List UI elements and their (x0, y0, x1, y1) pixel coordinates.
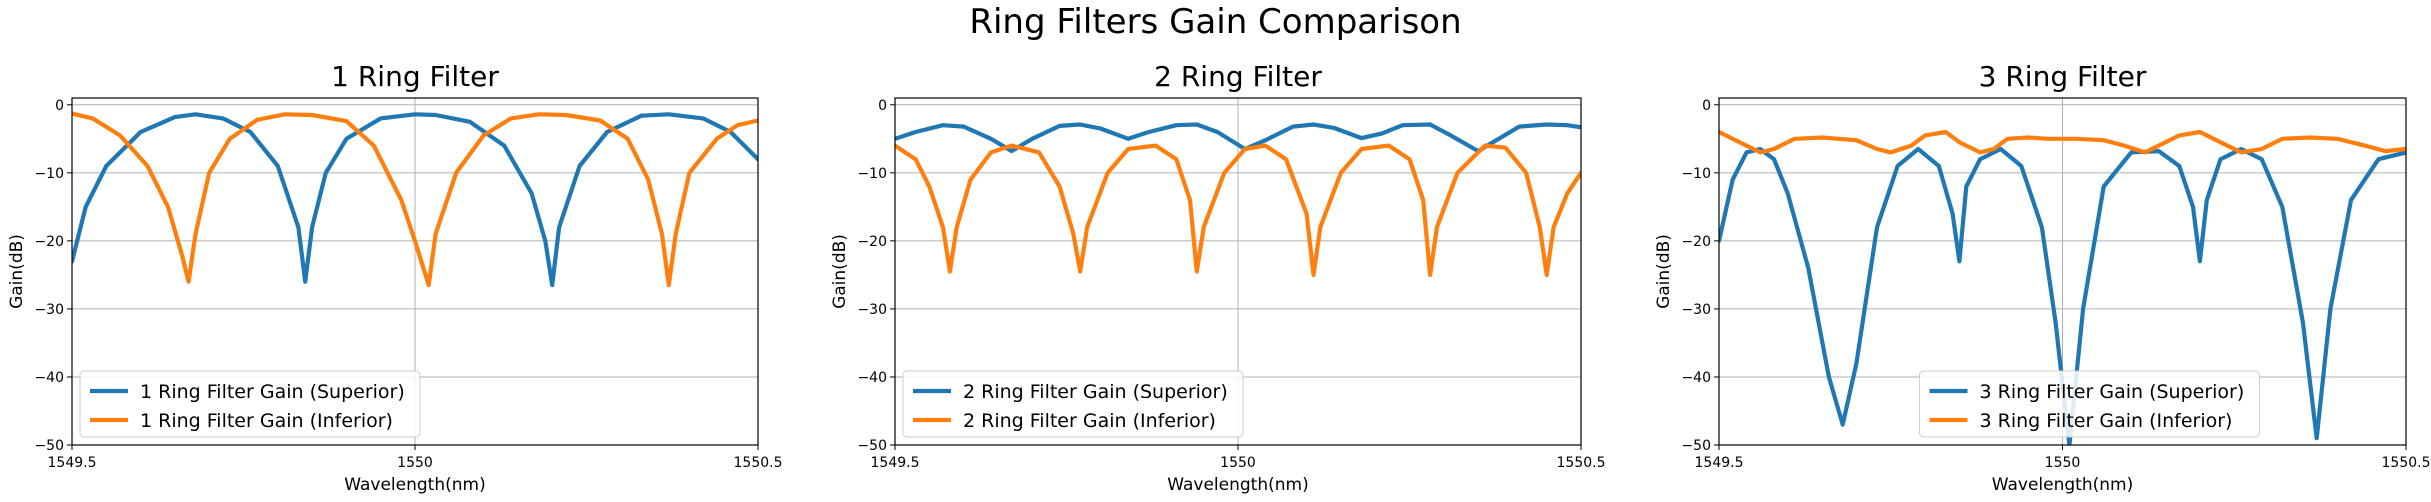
chart-title: 1 Ring Filter (331, 60, 499, 93)
x-tick-label: 1550 (397, 455, 433, 471)
legend-label: 3 Ring Filter Gain (Inferior) (1980, 410, 2233, 432)
y-tick-label: −40 (34, 370, 64, 386)
y-tick-label: −10 (34, 166, 64, 182)
series-line-inferior (72, 111, 758, 288)
legend-label: 2 Ring Filter Gain (Inferior) (963, 410, 1216, 432)
y-tick-label: −50 (1681, 438, 1711, 454)
x-tick-label: 1549.5 (1695, 455, 1744, 471)
y-tick-label: 0 (1702, 98, 1711, 114)
y-tick-label: −30 (857, 302, 887, 318)
y-axis-label: Gain(dB) (7, 234, 27, 309)
y-axis-label: Gain(dB) (830, 234, 850, 309)
y-tick-label: −10 (1681, 166, 1711, 182)
series-line-inferior (1719, 129, 2406, 155)
x-tick-label: 1550.5 (1557, 455, 1606, 471)
chart-title: 3 Ring Filter (1979, 60, 2147, 93)
y-tick-label: −50 (34, 438, 64, 454)
x-tick-label: 1550 (1220, 455, 1256, 471)
chart-title: 2 Ring Filter (1154, 60, 1322, 93)
y-tick-label: −30 (1681, 302, 1711, 318)
x-tick-label: 1550.5 (2382, 455, 2431, 471)
y-tick-label: −20 (857, 234, 887, 250)
y-tick-label: 0 (878, 98, 887, 114)
legend-box (902, 370, 1244, 438)
series-line-inferior (895, 143, 1581, 277)
x-axis-label: Wavelength(nm) (1992, 475, 2133, 495)
legend-box (79, 370, 421, 438)
figure-title: Ring Filters Gain Comparison (969, 2, 1462, 42)
legend-label: 3 Ring Filter Gain (Superior) (1980, 381, 2245, 403)
x-axis-label: Wavelength(nm) (1167, 475, 1308, 495)
y-tick-label: 0 (55, 98, 64, 114)
legend-box (1919, 370, 2260, 438)
y-tick-label: −10 (857, 166, 887, 182)
legend: 2 Ring Filter Gain (Superior) 2 Ring Filt… (902, 370, 1244, 438)
legend: 1 Ring Filter Gain (Superior) 1 Ring Filt… (79, 370, 421, 438)
x-tick-label: 1550 (2045, 455, 2081, 471)
y-tick-label: −50 (857, 438, 887, 454)
series-line-superior (1719, 146, 2406, 445)
y-tick-label: −20 (1681, 234, 1711, 250)
y-tick-label: −40 (1681, 370, 1711, 386)
x-tick-label: 1550.5 (734, 455, 783, 471)
y-axis-label: Gain(dB) (1654, 234, 1674, 309)
legend-label: 1 Ring Filter Gain (Inferior) (140, 410, 393, 432)
legend-label: 1 Ring Filter Gain (Superior) (140, 381, 405, 403)
legend-label: 2 Ring Filter Gain (Superior) (963, 381, 1228, 403)
x-tick-label: 1549.5 (48, 455, 97, 471)
y-tick-label: −20 (34, 234, 64, 250)
y-tick-label: −40 (857, 370, 887, 386)
legend: 3 Ring Filter Gain (Superior) 3 Ring Filt… (1919, 370, 2260, 438)
x-axis-label: Wavelength(nm) (344, 475, 485, 495)
y-tick-label: −30 (34, 302, 64, 318)
x-tick-label: 1549.5 (871, 455, 920, 471)
